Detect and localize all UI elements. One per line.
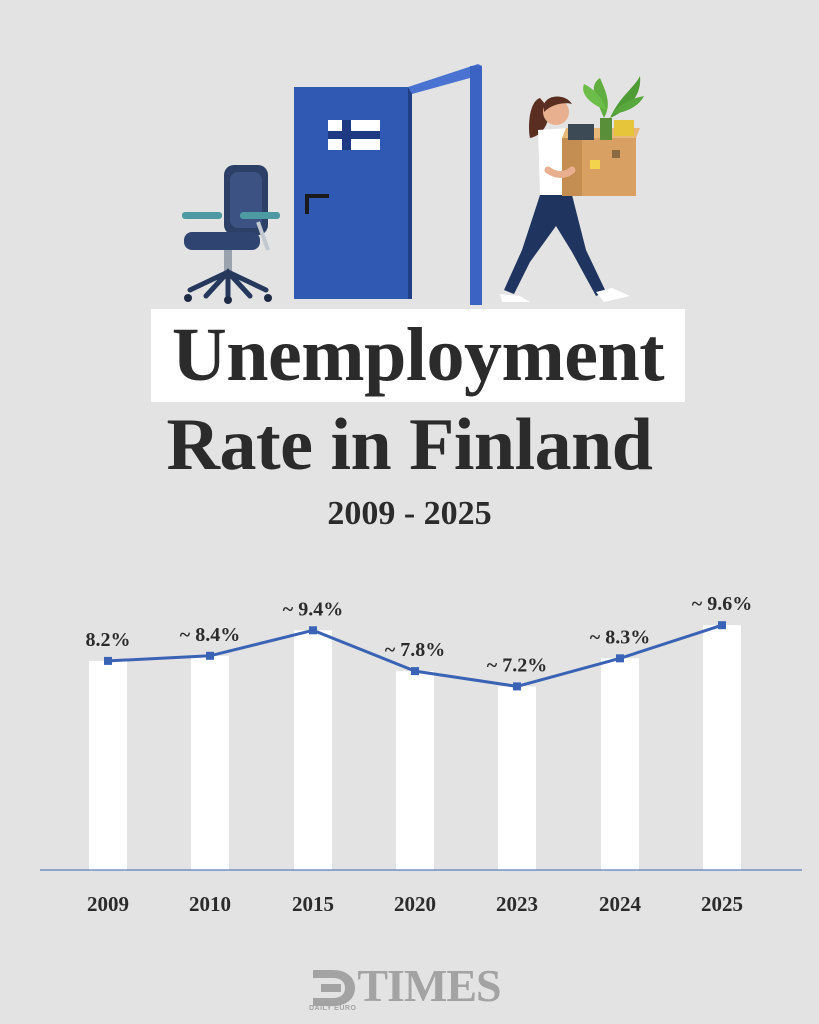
header-illustration bbox=[182, 64, 644, 305]
publisher-logo: TIMES DAILY EURO bbox=[309, 963, 509, 1014]
tick-label-2024: 2024 bbox=[599, 892, 642, 916]
bar-2024 bbox=[601, 658, 639, 870]
logo-wordmark: TIMES bbox=[309, 963, 509, 1009]
data-label-2024: ~ 8.3% bbox=[590, 626, 650, 648]
trend-point-2009 bbox=[104, 656, 112, 665]
data-label-2015: ~ 9.4% bbox=[283, 598, 343, 620]
bar-2010 bbox=[191, 655, 229, 870]
logo-tagline: DAILY EURO bbox=[309, 1005, 357, 1012]
trend-point-2025 bbox=[718, 621, 726, 630]
data-label-2009: 8.2% bbox=[86, 629, 131, 651]
bar-2020 bbox=[396, 671, 434, 870]
data-label-2010: ~ 8.4% bbox=[180, 624, 240, 646]
title-highlight-box bbox=[151, 309, 685, 402]
bar-2015 bbox=[294, 630, 332, 870]
unemployment-chart: 8.2% 2009 ~ 8.4% 2010 ~ 9.4% 2015 ~ 7.8% 2020 ~ … bbox=[40, 593, 802, 916]
tick-label-2010: 2010 bbox=[189, 892, 231, 916]
logo-mark-icon bbox=[313, 970, 355, 1006]
open-door-icon bbox=[294, 64, 482, 305]
tick-label-2020: 2020 bbox=[394, 892, 436, 916]
bar-2009 bbox=[89, 660, 127, 870]
trend-point-2015 bbox=[309, 626, 317, 635]
trend-point-2023 bbox=[513, 682, 521, 691]
tick-label-2023: 2023 bbox=[496, 892, 538, 916]
tick-label-2025: 2025 bbox=[701, 892, 743, 916]
data-label-2025: ~ 9.6% bbox=[692, 593, 752, 615]
data-label-2020: ~ 7.8% bbox=[385, 639, 445, 661]
chart-title-line-1: Unemployment bbox=[171, 313, 665, 397]
trend-point-2024 bbox=[616, 654, 624, 663]
trend-point-2010 bbox=[206, 651, 214, 660]
bar-2025 bbox=[703, 625, 741, 870]
person-carrying-box-icon bbox=[500, 76, 644, 302]
bar-2023 bbox=[498, 686, 536, 870]
chart-period: 2009 - 2025 bbox=[327, 495, 492, 532]
data-label-2023: ~ 7.2% bbox=[487, 654, 547, 676]
logo-wordmark-text: TIMES bbox=[357, 960, 501, 1011]
tick-label-2015: 2015 bbox=[292, 892, 334, 916]
finland-flag-icon bbox=[328, 120, 380, 150]
chart-title-line-2: Rate in Finland bbox=[166, 404, 653, 486]
trend-point-2020 bbox=[411, 667, 419, 676]
tick-label-2009: 2009 bbox=[87, 892, 129, 916]
office-chair-icon bbox=[182, 165, 280, 304]
